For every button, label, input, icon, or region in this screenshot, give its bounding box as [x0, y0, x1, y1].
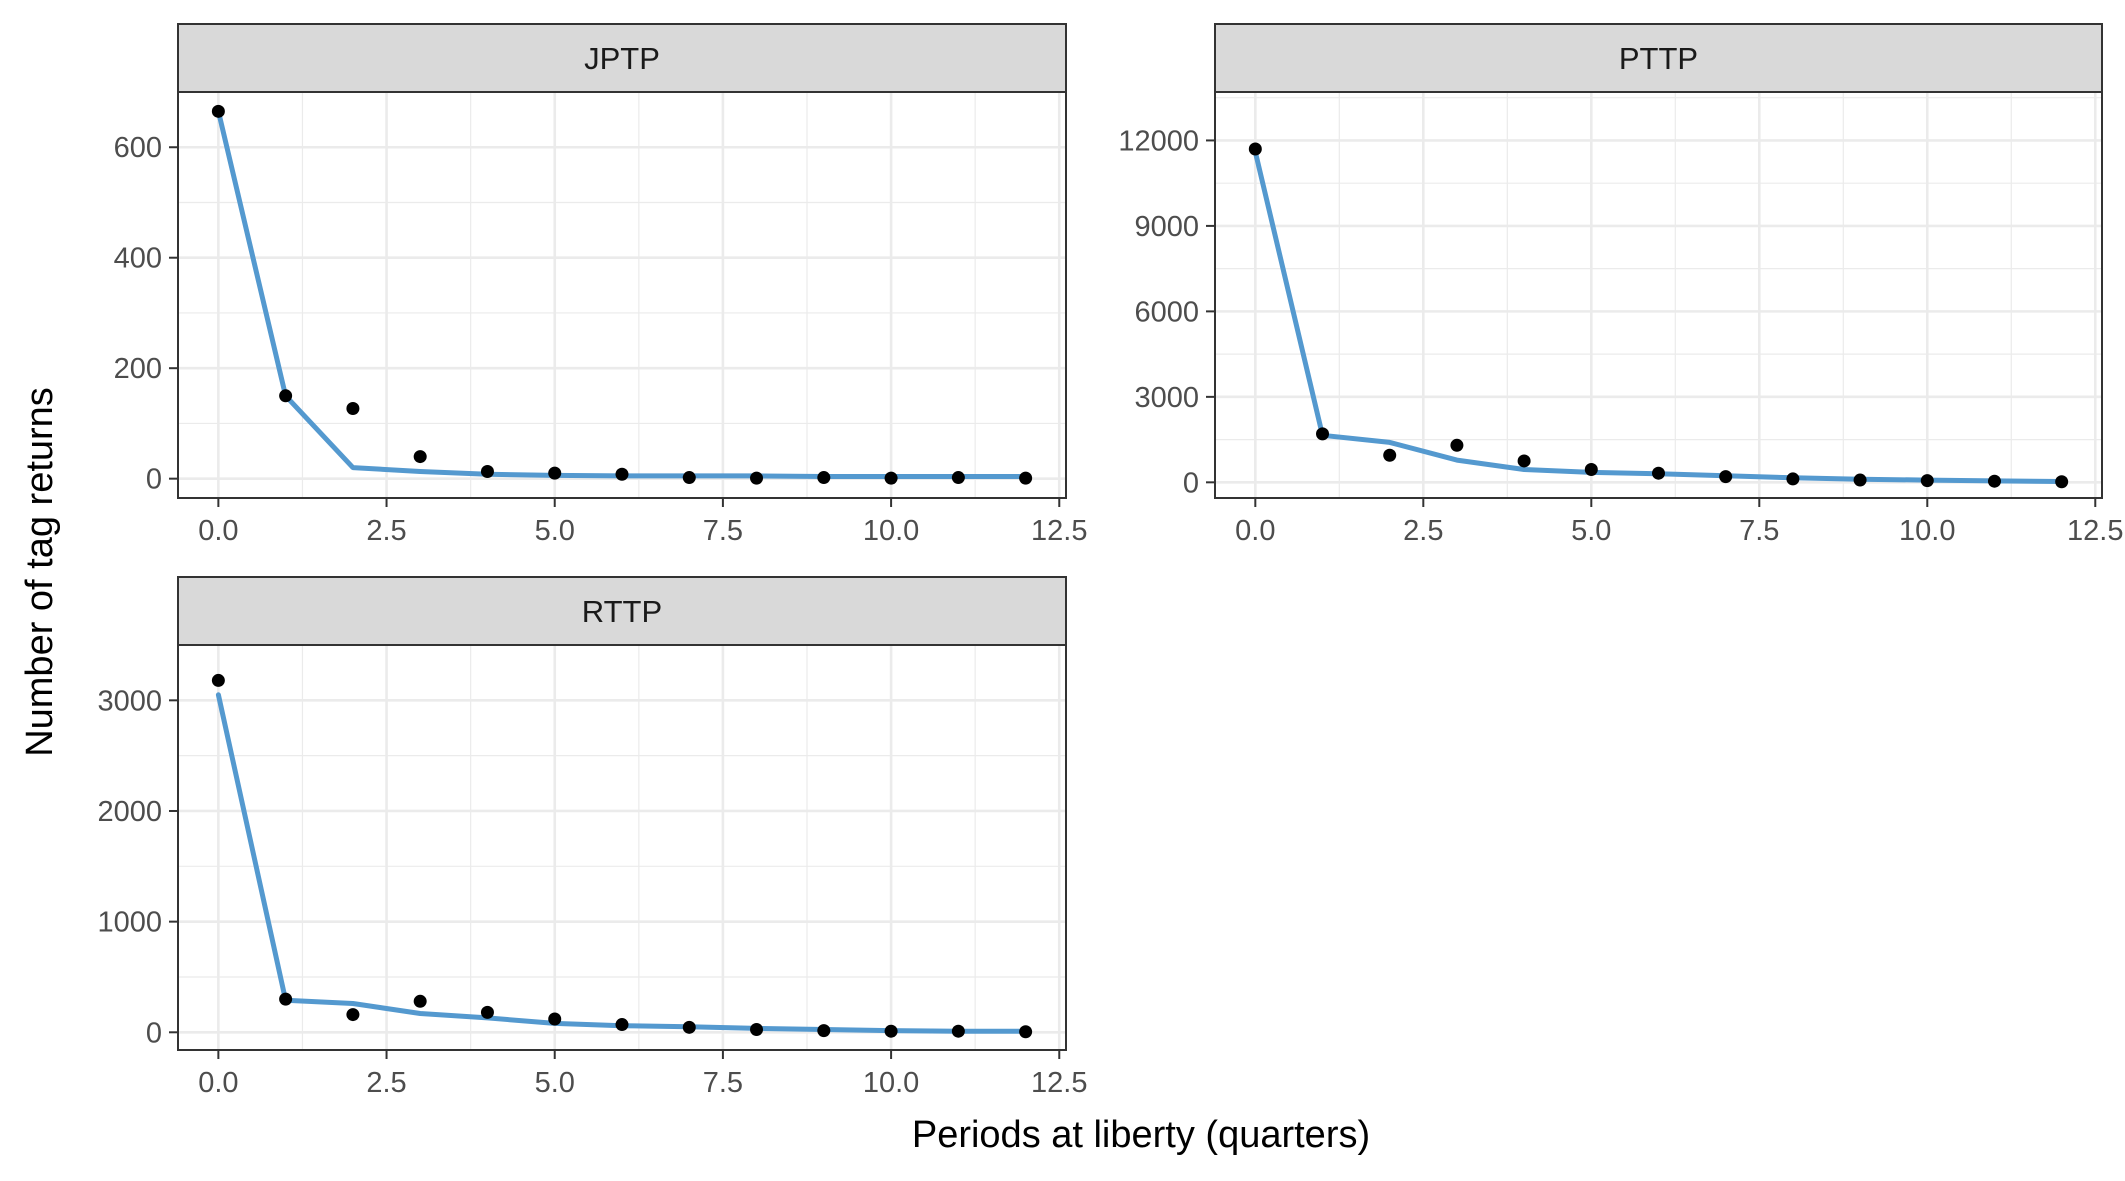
y-axis-title: Number of tag returns: [19, 387, 61, 757]
observed-point: [884, 1024, 898, 1038]
observed-point: [615, 1018, 629, 1032]
observed-point: [211, 104, 225, 118]
y-tick-label: 600: [114, 132, 162, 164]
panel-background: [178, 92, 1066, 498]
observed-point: [279, 389, 293, 403]
x-tick-label: 12.5: [1031, 515, 1087, 547]
x-tick-label: 12.5: [2067, 515, 2123, 547]
x-tick-label: 2.5: [1403, 515, 1443, 547]
y-tick-label: 2000: [97, 796, 162, 828]
y-tick-label: 1000: [97, 907, 162, 939]
panel-pttp: PTTP 0.0 2.5 5.0 7.5 10.0 12.5 0 3000 6000 9000 120…: [1118, 23, 2124, 547]
observed-point: [750, 1023, 764, 1037]
x-tick-label: 2.5: [366, 1067, 406, 1099]
x-tick-label: 5.0: [535, 1067, 575, 1099]
observed-point: [951, 1024, 965, 1038]
x-tick-label: 10.0: [1899, 515, 1955, 547]
grid: [178, 92, 1066, 498]
observed-point: [1019, 471, 1033, 485]
observed-point: [884, 471, 898, 485]
facet-strip-label: JPTP: [584, 41, 660, 76]
y-tick-label: 400: [114, 243, 162, 275]
y-tick-label: 9000: [1134, 211, 1199, 243]
observed-point: [750, 471, 764, 485]
x-axis-title: Periods at liberty (quarters): [912, 1114, 1370, 1156]
observed-point: [1248, 142, 1262, 156]
observed-point: [480, 1005, 494, 1019]
observed-point: [346, 402, 360, 416]
observed-point: [279, 992, 293, 1006]
observed-point: [480, 464, 494, 478]
observed-point: [951, 471, 965, 485]
observed-point: [1019, 1025, 1033, 1039]
y-tick-label: 6000: [1134, 296, 1199, 328]
observed-point: [615, 467, 629, 481]
observed-point: [682, 1020, 696, 1034]
observed-point: [1652, 466, 1665, 480]
facet-strip-label: RTTP: [582, 594, 662, 629]
observed-point: [817, 1024, 831, 1038]
observed-point: [413, 450, 427, 464]
observed-point: [2055, 475, 2069, 489]
observed-point: [682, 471, 696, 485]
observed-point: [1316, 427, 1330, 441]
panel-rttp: RTTP 0.0 2.5 5.0 7.5 10.0 12.5 0 1000 2000 3000: [97, 576, 1087, 1099]
x-tick-label: 2.5: [366, 515, 406, 547]
observed-point: [1719, 470, 1733, 484]
x-tick-label: 5.0: [535, 515, 575, 547]
panel-border: [177, 644, 1067, 1051]
observed-point: [548, 1012, 562, 1026]
panel-jptp: JPTP 0.0 2.5 5.0 7.5 10.0 12.5 0 200 400 600: [114, 23, 1087, 547]
x-tick-label: 5.0: [1571, 515, 1611, 547]
x-tick-label: 7.5: [1739, 515, 1779, 547]
observed-point: [1786, 472, 1800, 486]
panel-background: [178, 645, 1066, 1050]
x-tick-label: 0.0: [198, 515, 238, 547]
observed-point: [1853, 473, 1867, 487]
y-tick-label: 3000: [97, 685, 162, 717]
observed-point: [1920, 474, 1934, 488]
observed-point: [1987, 474, 2001, 488]
panel-background: [1215, 92, 2102, 498]
x-tick-label: 10.0: [863, 1067, 919, 1099]
y-tick-label: 0: [1183, 467, 1199, 499]
y-tick-label: 12000: [1118, 125, 1199, 157]
observed-point: [346, 1008, 360, 1022]
x-tick-label: 7.5: [703, 515, 743, 547]
panel-border: [177, 91, 1067, 499]
observed-point: [211, 673, 225, 687]
y-tick-label: 0: [146, 1017, 162, 1049]
facet-strip: [177, 576, 1067, 646]
grid: [1215, 92, 2102, 498]
x-tick-label: 0.0: [1235, 515, 1275, 547]
y-tick-label: 3000: [1134, 382, 1199, 414]
observed-point: [1450, 438, 1464, 452]
observed-point: [1383, 448, 1397, 462]
observed-point: [1517, 454, 1531, 468]
x-tick-label: 10.0: [863, 515, 919, 547]
x-tick-label: 12.5: [1031, 1067, 1087, 1099]
observed-point: [413, 994, 427, 1008]
panel-border: [1214, 91, 2103, 499]
facet-strip-label: PTTP: [1619, 41, 1698, 76]
observed-point: [817, 471, 831, 485]
facet-strip: [177, 23, 1067, 93]
x-tick-label: 7.5: [703, 1067, 743, 1099]
y-tick-label: 200: [114, 353, 162, 385]
y-tick-label: 0: [146, 464, 162, 496]
x-tick-label: 0.0: [198, 1067, 238, 1099]
observed-point: [1584, 463, 1598, 477]
observed-point: [548, 466, 562, 480]
